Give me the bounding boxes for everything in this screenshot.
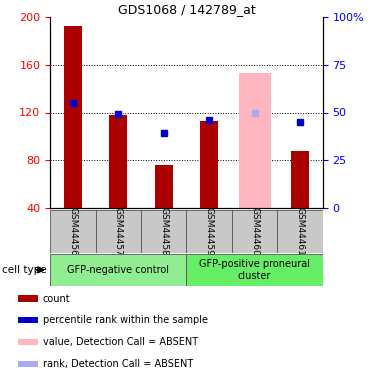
Bar (232, 210, 278, 253)
Bar (291, 151, 309, 208)
Bar (50, 254, 187, 286)
Text: percentile rank within the sample: percentile rank within the sample (43, 315, 208, 326)
Bar (187, 210, 232, 253)
Bar (18, 339, 37, 345)
Bar (96, 210, 141, 253)
Bar (18, 317, 37, 324)
Bar (278, 210, 323, 253)
Text: GSM44458: GSM44458 (159, 207, 168, 256)
Text: GFP-positive proneural
cluster: GFP-positive proneural cluster (199, 259, 310, 280)
Bar (239, 73, 270, 208)
Bar (18, 361, 37, 367)
Bar (18, 296, 37, 302)
Text: GSM44459: GSM44459 (205, 207, 214, 256)
Title: GDS1068 / 142789_at: GDS1068 / 142789_at (118, 3, 255, 16)
Text: GSM44460: GSM44460 (250, 207, 259, 256)
Bar (109, 115, 127, 208)
Text: GFP-negative control: GFP-negative control (67, 265, 169, 275)
Bar (50, 210, 96, 253)
Text: GSM44457: GSM44457 (114, 207, 123, 256)
Text: rank, Detection Call = ABSENT: rank, Detection Call = ABSENT (43, 359, 193, 369)
Text: GSM44456: GSM44456 (68, 207, 77, 256)
Bar (64, 26, 82, 208)
Bar (155, 165, 173, 208)
Text: count: count (43, 294, 70, 303)
Bar (187, 254, 323, 286)
Text: GSM44461: GSM44461 (296, 207, 305, 256)
Bar (141, 210, 187, 253)
Text: value, Detection Call = ABSENT: value, Detection Call = ABSENT (43, 337, 198, 347)
Bar (200, 121, 218, 208)
Text: cell type: cell type (2, 265, 46, 275)
